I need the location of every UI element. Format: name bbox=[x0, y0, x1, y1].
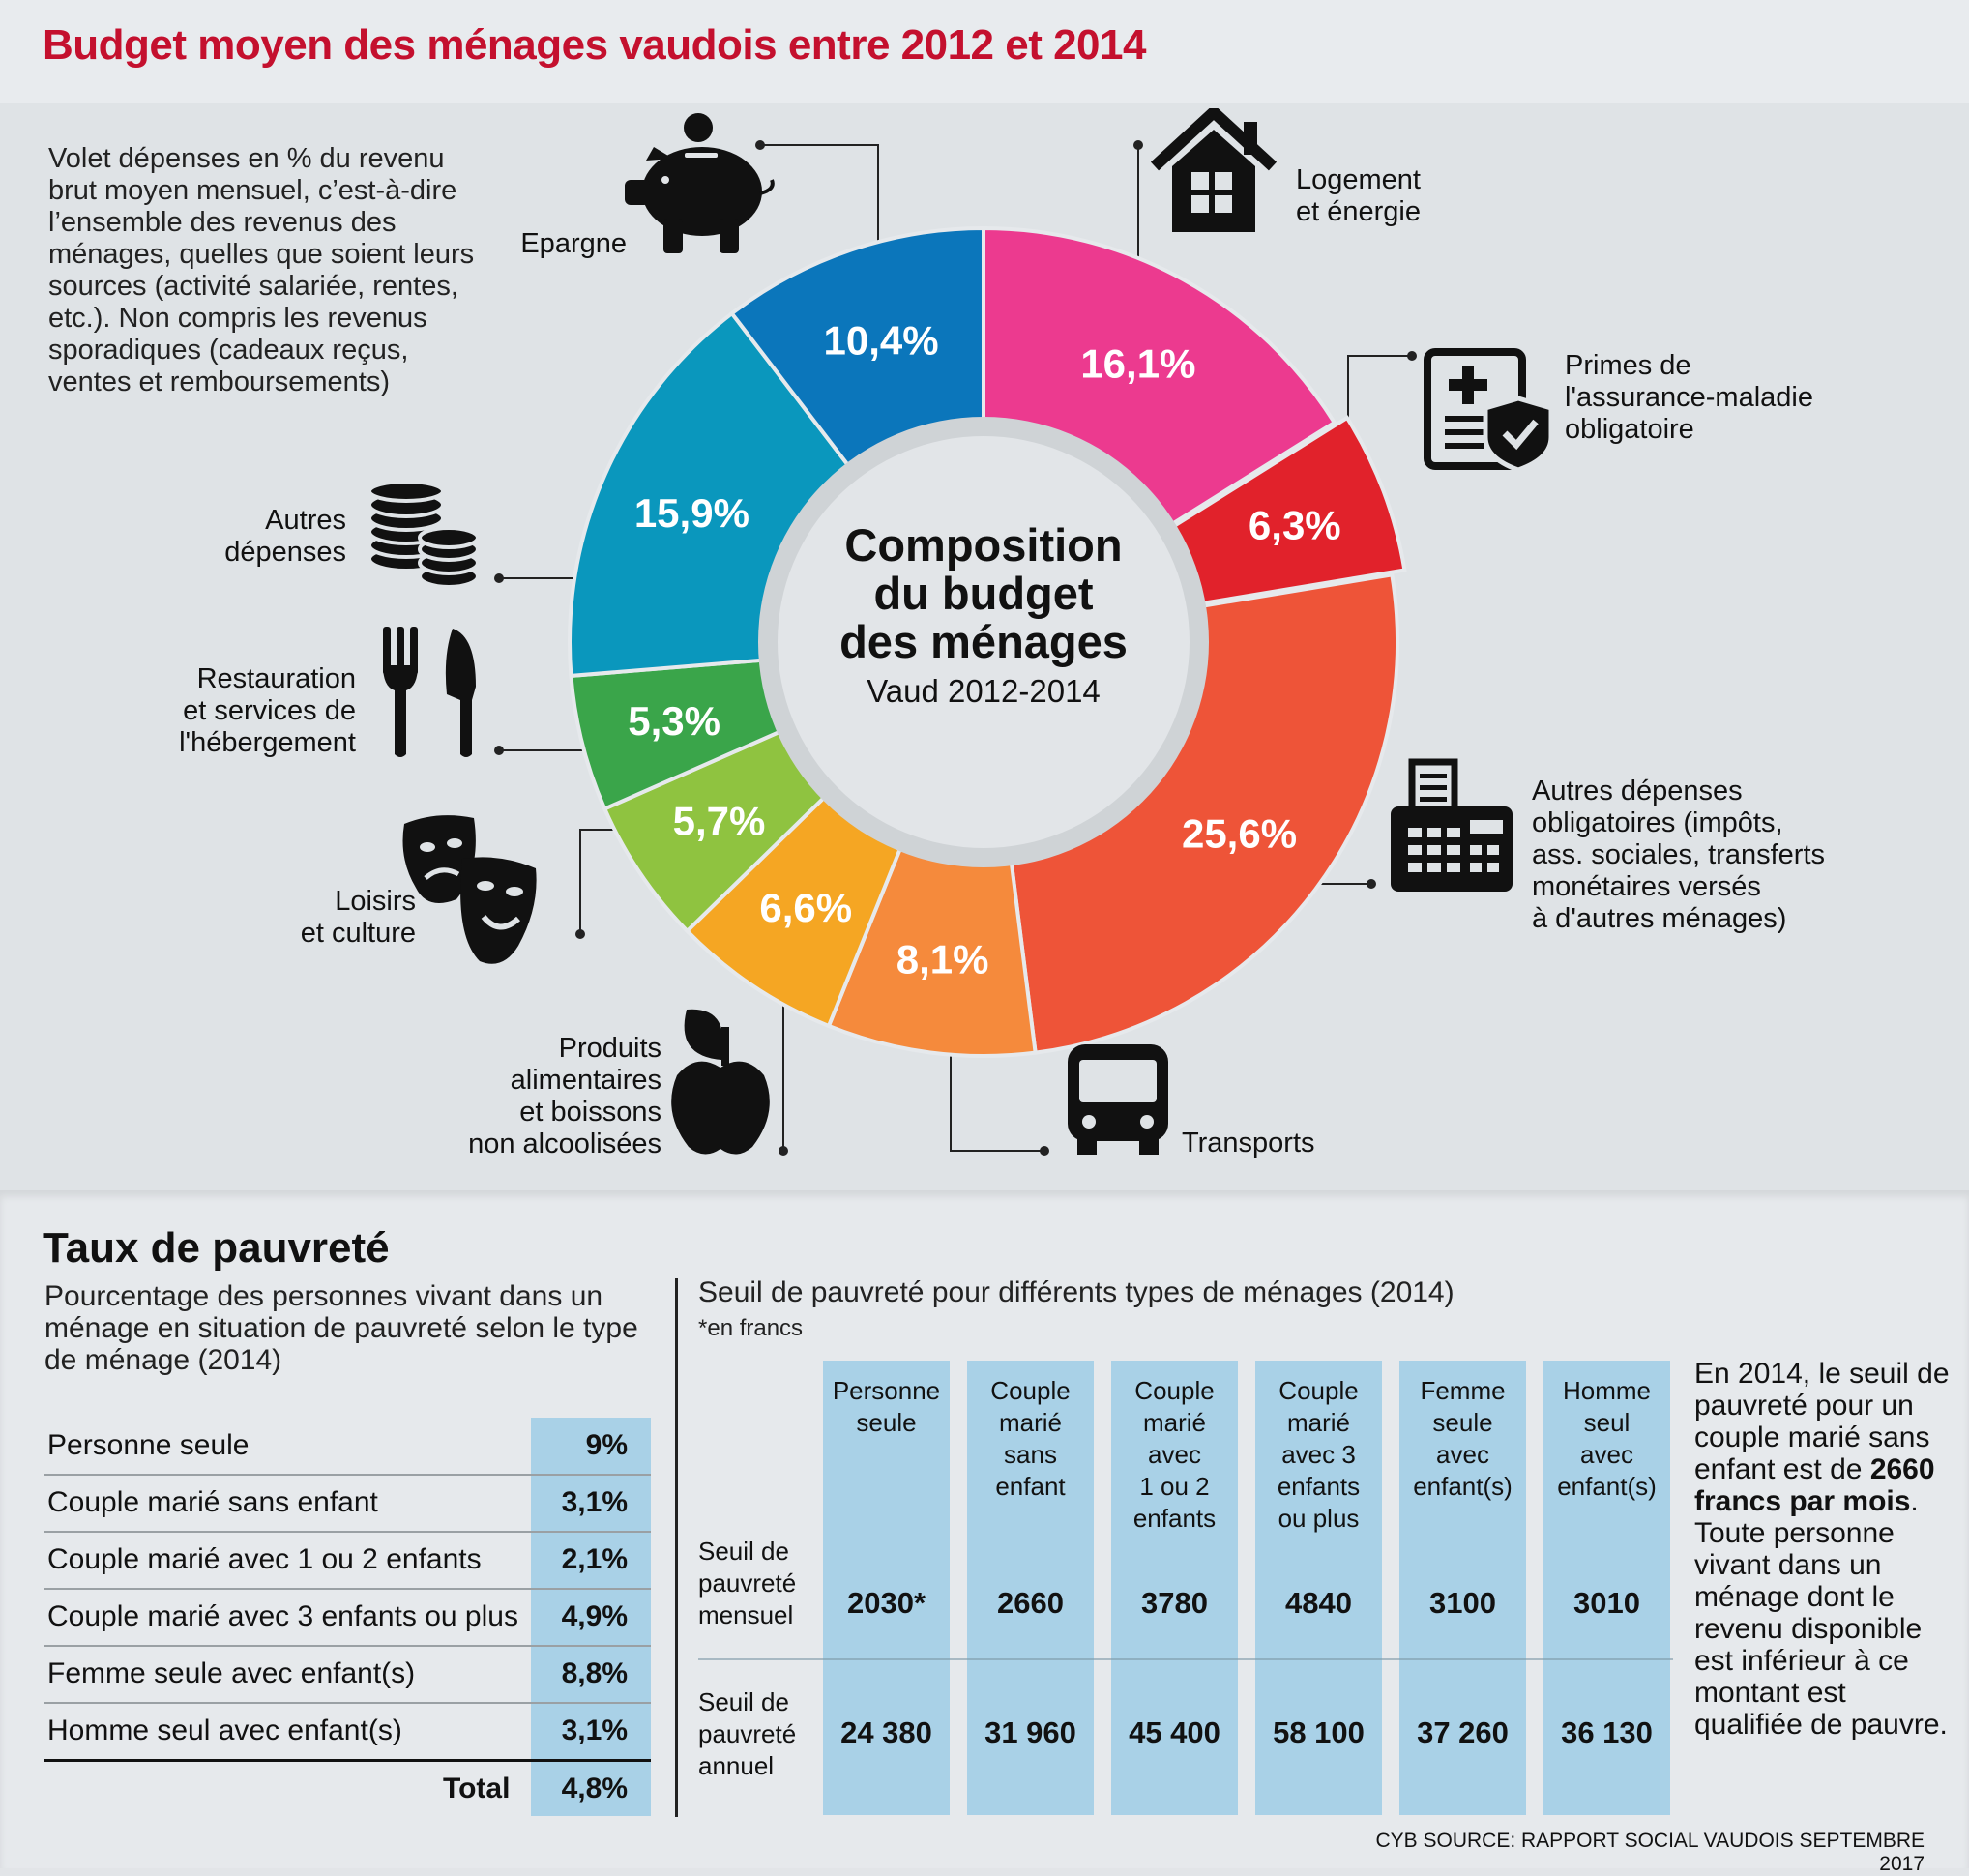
column-bg bbox=[1543, 1361, 1670, 1815]
column-header: Personne seule bbox=[832, 1376, 941, 1437]
slice-value-label: 5,3% bbox=[628, 698, 720, 744]
monthly-value: 3010 bbox=[1573, 1586, 1640, 1620]
monthly-value: 3780 bbox=[1141, 1586, 1208, 1620]
center-disc bbox=[778, 436, 1190, 848]
slice-value-label: 15,9% bbox=[634, 490, 749, 536]
annual-value: 58 100 bbox=[1273, 1715, 1365, 1749]
threshold-title: Seuil de pauvreté pour différents types … bbox=[698, 1276, 1455, 1308]
column-header: Femme seule avec enfant(s) bbox=[1413, 1376, 1513, 1501]
intro-text: Volet dépenses en % du revenu brut moyen… bbox=[48, 143, 475, 397]
slice-value-label: 16,1% bbox=[1080, 340, 1195, 386]
monthly-value: 4840 bbox=[1285, 1586, 1352, 1620]
label-loisirs: Loisirs et culture bbox=[300, 886, 416, 949]
label-restauration: Restauration et services de l'hébergement bbox=[179, 663, 356, 758]
center-title-2: du budget bbox=[873, 568, 1093, 619]
leader-dot bbox=[575, 929, 585, 939]
page-title: Budget moyen des ménages vaudois entre 2… bbox=[43, 21, 1146, 69]
column-header: Couple marié avec 1 ou 2 enfants bbox=[1132, 1376, 1217, 1533]
annual-value: 45 400 bbox=[1129, 1715, 1220, 1749]
leader-dot bbox=[494, 573, 504, 583]
slice-value-label: 8,1% bbox=[896, 936, 989, 982]
source-credit: CYB SOURCE: RAPPORT SOCIAL VAUDOIS SEPTE… bbox=[1375, 1830, 1925, 1875]
leader-dot bbox=[1133, 140, 1143, 150]
slice-value-label: 10,4% bbox=[824, 317, 939, 363]
column-bg bbox=[967, 1361, 1094, 1815]
poverty-title: Taux de pauvreté bbox=[43, 1224, 390, 1272]
threshold-note: En 2014, le seuil de pauvreté pour un co… bbox=[1694, 1358, 1950, 1741]
label-primes: Primes de l'assurance-maladie obligatoire bbox=[1565, 350, 1813, 445]
leader-dot bbox=[779, 1146, 788, 1156]
leader-dot bbox=[494, 746, 504, 755]
column-header: Couple marié avec 3 enfants ou plus bbox=[1277, 1376, 1361, 1533]
leader-dot bbox=[1040, 1146, 1049, 1156]
label-autres-obligatoires: Autres dépenses obligatoires (impôts, ass.… bbox=[1532, 776, 1825, 934]
table-row: Homme seul avec enfant(s) 3,1% bbox=[44, 1703, 651, 1762]
slice-value-label: 25,6% bbox=[1182, 810, 1297, 856]
center-subtitle: Vaud 2012-2014 bbox=[867, 673, 1101, 709]
cutlery-icon bbox=[383, 627, 476, 757]
house-icon bbox=[1151, 108, 1277, 232]
monthly-value: 2030* bbox=[846, 1586, 926, 1620]
total-row: Total 4,8% bbox=[443, 1773, 628, 1804]
section-divider bbox=[675, 1278, 678, 1817]
column-bg bbox=[1255, 1361, 1382, 1815]
leader-dot bbox=[1407, 351, 1417, 361]
column-header: Homme seul avec enfant(s) bbox=[1557, 1376, 1657, 1501]
row-divider bbox=[698, 1658, 1673, 1660]
column-bg bbox=[823, 1361, 950, 1815]
annual-value: 31 960 bbox=[984, 1715, 1076, 1749]
annual-value: 24 380 bbox=[840, 1715, 932, 1749]
table-row: Personne seule 9% bbox=[44, 1418, 651, 1476]
insurance-document-icon bbox=[1424, 348, 1554, 472]
piggy-bank-icon bbox=[625, 113, 775, 253]
row-label-annual: Seuil de pauvreté annuel bbox=[698, 1687, 797, 1780]
leader-line bbox=[760, 144, 879, 280]
label-autres-depenses: Autres dépenses bbox=[224, 505, 346, 568]
percent-labels: 16,1% 6,3% 25,6% 8,1% 6,6% 5,7% 5,3% 15,9% 10,4% bbox=[628, 317, 1340, 982]
center-title-1: Composition bbox=[844, 519, 1122, 571]
rate-column-bg bbox=[531, 1418, 651, 1816]
annual-value: 37 260 bbox=[1417, 1715, 1509, 1749]
column-header: Couple marié sans enfant bbox=[990, 1376, 1071, 1501]
monthly-value: 3100 bbox=[1429, 1586, 1496, 1620]
poverty-description: Pourcentage des personnes vivant dans un… bbox=[44, 1280, 638, 1376]
table-row: Couple marié avec 1 ou 2 enfants 2,1% bbox=[44, 1532, 651, 1590]
row-label-monthly: Seuil de pauvreté mensuel bbox=[698, 1537, 797, 1629]
threshold-unit-note: *en francs bbox=[698, 1315, 804, 1341]
leader-dot bbox=[755, 140, 765, 150]
bus-icon bbox=[1068, 1044, 1168, 1155]
monthly-value: 2660 bbox=[997, 1586, 1064, 1620]
fax-phone-icon bbox=[1391, 758, 1513, 892]
center-title-3: des ménages bbox=[839, 616, 1128, 667]
column-bg bbox=[1111, 1361, 1238, 1815]
label-logement: Logement et énergie bbox=[1296, 164, 1421, 227]
column-bg bbox=[1399, 1361, 1526, 1815]
table-row: Couple marié avec 3 enfants ou plus 4,9% bbox=[44, 1589, 651, 1647]
slice-value-label: 6,3% bbox=[1249, 502, 1341, 547]
table-row: Femme seule avec enfant(s) 8,8% bbox=[44, 1646, 651, 1704]
label-transports: Transports bbox=[1182, 1128, 1315, 1158]
label-alimentaires: Produits alimentaires et boissons non alcoo… bbox=[468, 1033, 661, 1159]
annual-value: 36 130 bbox=[1561, 1715, 1653, 1749]
coins-icon bbox=[367, 480, 480, 589]
title-band bbox=[0, 0, 1969, 103]
donut-chart: 16,1% 6,3% 25,6% 8,1% 6,6% 5,7% 5,3% 15,9% 10,4%… bbox=[494, 140, 1417, 1156]
slice-value-label: 6,6% bbox=[759, 885, 852, 930]
label-epargne: Epargne bbox=[520, 228, 627, 259]
leader-dot bbox=[1367, 879, 1376, 889]
theater-masks-icon bbox=[402, 815, 537, 964]
slice-value-label: 5,7% bbox=[673, 799, 766, 844]
table-row: Couple marié sans enfant 3,1% bbox=[44, 1475, 651, 1533]
apple-icon bbox=[671, 1009, 770, 1155]
